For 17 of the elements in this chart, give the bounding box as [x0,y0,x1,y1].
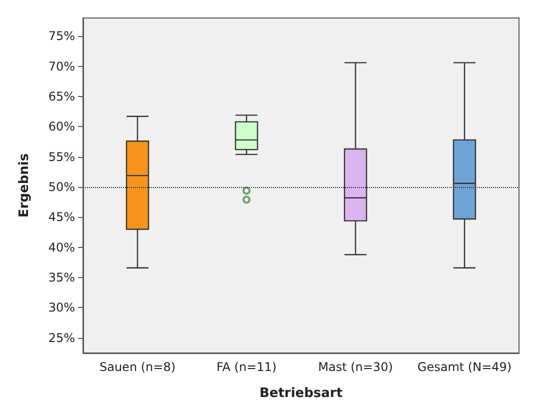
y-tick-label: 55% [48,150,75,164]
x-tick-label: Sauen (n=8) [99,360,176,374]
y-tick-label: 65% [48,89,75,104]
x-tick-label: Gesamt (N=49) [417,360,512,374]
y-tick-label: 35% [48,270,75,285]
y-tick-label: 40% [48,240,75,254]
y-tick-label: 50% [48,180,75,194]
y-tick-label: 45% [48,210,75,224]
x-axis-title: Betriebsart [259,386,343,401]
y-tick-label: 30% [48,300,75,315]
x-tick-label: FA (n=11) [216,360,277,374]
y-tick-label: 25% [48,330,75,345]
y-tick-label: 70% [48,59,75,74]
x-tick-label: Mast (n=30) [318,360,393,374]
y-tick-label: 60% [48,120,75,134]
y-axis-title: Ergebnis [17,153,32,218]
y-tick-label: 75% [48,29,75,44]
